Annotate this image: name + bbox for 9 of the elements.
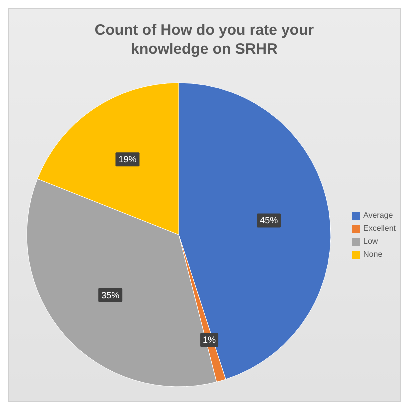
data-label: 19%	[118, 154, 137, 165]
legend-label: Low	[364, 237, 378, 246]
data-label: 35%	[102, 290, 120, 300]
legend-label: Excellent	[364, 224, 396, 233]
legend-label: None	[364, 250, 383, 259]
data-label: 1%	[203, 335, 216, 346]
data-label: 45%	[260, 216, 278, 226]
chart-title: Count of How do you rate your knowledge on SRHR	[94, 21, 316, 60]
slice-label: Average	[364, 211, 394, 220]
